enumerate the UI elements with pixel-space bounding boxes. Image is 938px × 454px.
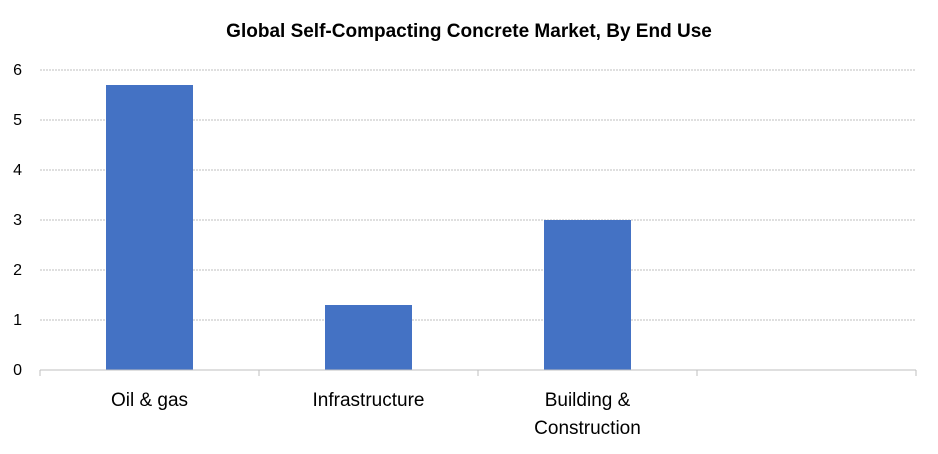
- gridlines: [40, 69, 916, 321]
- y-tick-label-5: 5: [13, 112, 22, 129]
- x-tick-label-1: Infrastructure: [313, 390, 425, 411]
- y-tick-label-2: 2: [13, 262, 22, 279]
- x-axis-labels: Oil & gas Infrastructure Building & Constru…: [111, 390, 641, 439]
- x-tick-label-2: Building & Construction: [534, 390, 641, 439]
- y-tick-label-1: 1: [13, 312, 22, 329]
- y-tick-label-6: 6: [13, 62, 22, 79]
- bars: [106, 85, 631, 370]
- y-tick-label-4: 4: [13, 162, 22, 179]
- x-tick-label-0: Oil & gas: [111, 390, 188, 411]
- y-tick-label-0: 0: [13, 362, 22, 379]
- y-axis-ticks: 0 1 2 3 4 5 6: [13, 62, 22, 379]
- y-tick-label-3: 3: [13, 212, 22, 229]
- bar-0: [106, 85, 193, 370]
- x-axis: [39, 369, 917, 376]
- bar-1: [325, 305, 412, 370]
- chart-title: Global Self-Compacting Concrete Market, …: [226, 21, 712, 42]
- bar-2: [544, 220, 631, 370]
